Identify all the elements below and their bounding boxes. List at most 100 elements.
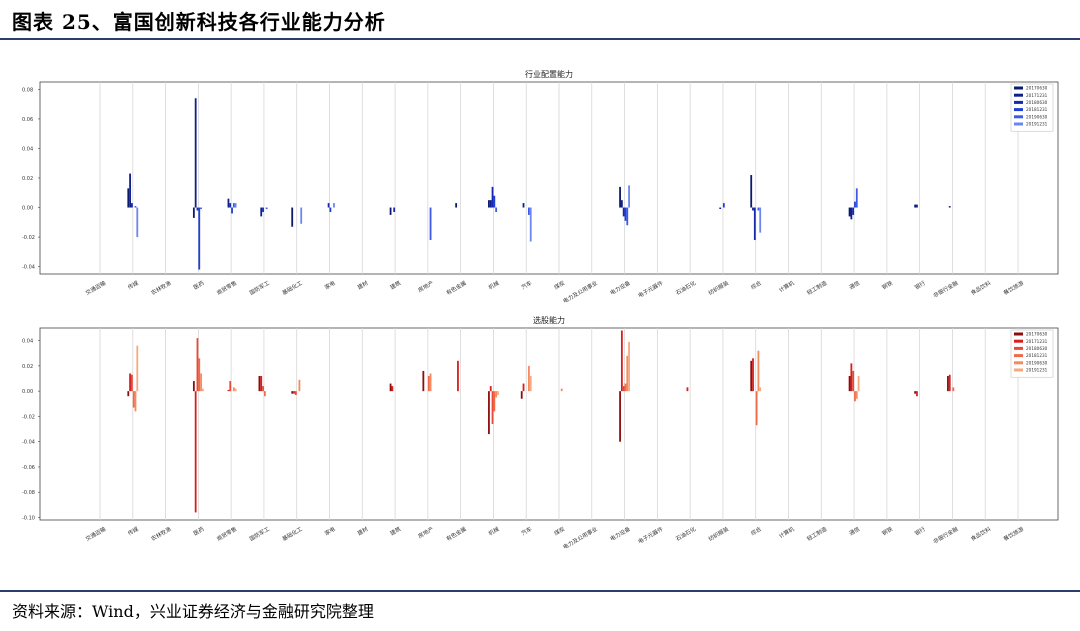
bar xyxy=(757,207,760,211)
bar xyxy=(489,386,492,392)
bar xyxy=(854,201,856,208)
legend-label: 20181231 xyxy=(1026,353,1048,358)
x-tick-label: 计算机 xyxy=(777,525,796,540)
y-tick-label: -0.08 xyxy=(22,490,35,496)
y-tick-label: 0.00 xyxy=(22,389,33,395)
bar xyxy=(620,330,623,392)
bar xyxy=(127,188,130,208)
bar xyxy=(619,186,621,208)
x-tick-label: 轻工制造 xyxy=(805,525,828,543)
plot-frame xyxy=(39,327,1059,521)
bar xyxy=(427,376,430,392)
bar xyxy=(231,207,233,214)
x-tick-label: 综合 xyxy=(749,279,763,292)
bar xyxy=(134,391,137,412)
bar xyxy=(622,386,625,392)
bar xyxy=(948,206,951,208)
bar xyxy=(260,207,263,217)
bar xyxy=(200,207,202,210)
x-tick-label: 银行 xyxy=(913,525,927,538)
bar xyxy=(201,388,204,392)
x-tick-label: 房地产 xyxy=(417,525,436,540)
x-tick-label: 家电 xyxy=(323,279,337,292)
bar xyxy=(136,207,139,238)
bar xyxy=(855,188,858,208)
bar xyxy=(263,391,266,397)
x-tick-label: 食品饮料 xyxy=(969,279,992,297)
x-tick-label: 建筑 xyxy=(389,279,403,292)
bar xyxy=(262,386,264,392)
bar xyxy=(528,365,530,392)
legend-label: 20191231 xyxy=(1026,368,1048,373)
bar xyxy=(422,370,425,392)
x-tick-label: 交通运输 xyxy=(84,279,107,297)
bar xyxy=(298,379,301,392)
x-tick-label: 通信 xyxy=(848,525,862,538)
bar xyxy=(488,391,490,435)
bar xyxy=(134,206,137,208)
x-tick-label: 石油石化 xyxy=(674,279,697,297)
chart-panel-2: 选股能力 0.04 0.02 0.00 -0.02 -0.04 -0.06 -0.08 -0.1… xyxy=(22,315,1059,551)
y-tick-label: 0.08 xyxy=(22,87,33,93)
chart-title: 行业配置能力 xyxy=(525,69,573,79)
legend-swatch xyxy=(1014,93,1023,97)
bar xyxy=(850,207,853,220)
plot-frame xyxy=(39,81,1059,275)
bar xyxy=(493,195,496,208)
x-tick-label: 非银行金融 xyxy=(932,525,960,546)
x-tick-label: 计算机 xyxy=(777,279,796,294)
legend-swatch xyxy=(1014,100,1023,104)
bar xyxy=(522,203,525,208)
x-tick-label: 基础化工 xyxy=(281,525,304,543)
bar xyxy=(522,383,525,392)
bar xyxy=(520,391,523,399)
bar xyxy=(429,373,432,392)
bar xyxy=(192,381,195,392)
bar xyxy=(626,355,629,392)
bar xyxy=(750,175,753,208)
legend-label: 20180630 xyxy=(1026,100,1048,105)
bar xyxy=(753,207,756,241)
legend-label: 20191231 xyxy=(1026,122,1048,127)
x-tick-label: 钢铁 xyxy=(880,525,894,538)
bar xyxy=(192,207,195,218)
x-tick-label: 食品饮料 xyxy=(969,525,992,543)
x-tick-label: 综合 xyxy=(749,525,763,538)
legend: 20170630 20171231 20180630 20181231 20190630… xyxy=(1010,83,1054,132)
x-tick-label: 医药 xyxy=(192,279,206,292)
bar xyxy=(234,203,237,208)
bar xyxy=(686,387,689,392)
source-note: 资料来源：Wind，兴业证券经济与金融研究院整理 xyxy=(12,602,374,621)
bar xyxy=(528,207,530,215)
y-tick-label: 0.06 xyxy=(22,117,33,123)
x-tick-label: 房地产 xyxy=(417,279,436,294)
x-tick-label: 通信 xyxy=(848,279,862,292)
x-tick-label: 电力及公用事业 xyxy=(561,279,599,305)
x-tick-label: 建材 xyxy=(356,525,370,538)
bar xyxy=(495,391,498,398)
legend-swatch xyxy=(1014,339,1023,343)
bar xyxy=(855,391,858,399)
bar xyxy=(200,373,202,392)
x-tick-label: 基础化工 xyxy=(281,279,304,297)
bar xyxy=(130,203,133,208)
bar xyxy=(489,200,492,208)
x-tick-label: 汽车 xyxy=(520,525,534,538)
x-tick-label: 餐饮旅游 xyxy=(1002,525,1025,543)
bar xyxy=(560,388,563,392)
x-tick-label: 餐饮旅游 xyxy=(1002,279,1025,297)
legend-swatch xyxy=(1014,346,1023,350)
legend-swatch xyxy=(1014,361,1023,365)
y-tick-label: 0.04 xyxy=(22,339,33,345)
bar xyxy=(234,388,237,392)
bar xyxy=(127,391,130,397)
bar xyxy=(229,203,232,208)
bar xyxy=(327,203,330,208)
bar xyxy=(857,376,860,392)
bar xyxy=(389,383,392,392)
bar xyxy=(389,207,392,215)
bar xyxy=(232,387,235,392)
bar xyxy=(947,376,949,392)
bar xyxy=(129,373,131,392)
bar xyxy=(759,387,762,392)
